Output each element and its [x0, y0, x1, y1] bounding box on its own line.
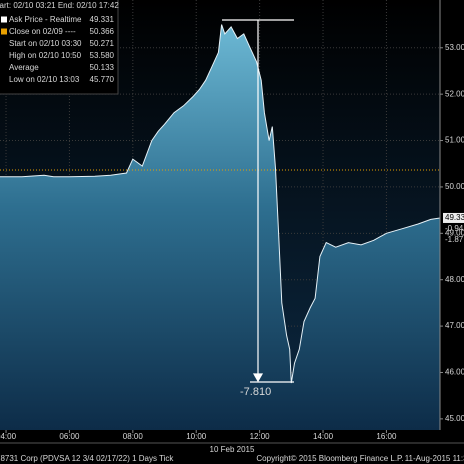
- x-tick-label: 04:00: [0, 432, 17, 441]
- change-annotation: -7.810: [240, 386, 271, 398]
- y-tick-label: 45.00: [445, 414, 464, 423]
- legend-header: Start: 02/10 03:21 End: 02/10 17:42: [0, 1, 119, 10]
- legend-label: Close on 02/09 ----: [9, 27, 76, 36]
- x-tick-label: 16:00: [376, 432, 397, 441]
- legend-value: 49.331: [90, 15, 115, 24]
- x-tick-label: 12:00: [250, 432, 271, 441]
- x-tick-label: 10:00: [186, 432, 207, 441]
- axis-panel: [440, 0, 464, 464]
- right-tag: -1.87: [445, 235, 464, 244]
- legend-label: Average: [9, 63, 39, 72]
- legend-box: [0, 0, 119, 95]
- x-axis-label: 10 Feb 2015: [210, 445, 255, 454]
- last-price-box: [443, 212, 464, 223]
- y-tick-label: 48.00: [445, 275, 464, 284]
- y-tick-label: 47.00: [445, 321, 464, 330]
- y-tick-label: 53.00: [445, 43, 464, 52]
- legend-swatch: [1, 16, 7, 23]
- legend-value: 53.580: [90, 51, 115, 60]
- legend-label: Ask Price - Realtime: [9, 15, 82, 24]
- legend-value: 50.366: [90, 27, 115, 36]
- y-tick-label: 46.00: [445, 368, 464, 377]
- x-tick-label: 14:00: [313, 432, 334, 441]
- legend-label: Low on 02/10 13:03: [9, 75, 80, 84]
- legend-label: Start on 02/10 03:30: [9, 39, 82, 48]
- y-tick-label: 52.00: [445, 89, 464, 98]
- legend-label: High on 02/10 10:50: [9, 51, 82, 60]
- y-tick-label: 51.00: [445, 136, 464, 145]
- y-tick-label: 49.00: [445, 228, 464, 237]
- legend-swatch: [1, 28, 7, 35]
- footer-copyright: Copyright© 2015 Bloomberg Finance L.P.: [256, 454, 403, 463]
- legend-value: 50.271: [90, 39, 115, 48]
- right-tag: 49.331: [445, 213, 464, 222]
- range-annotation: [222, 19, 294, 383]
- x-tick-label: 08:00: [123, 432, 144, 441]
- x-tick-label: 06:00: [59, 432, 80, 441]
- legend-value: 45.770: [90, 75, 115, 84]
- footer-security: 78731 Corp (PDVSA 12 3/4 02/17/22) 1 Day…: [0, 454, 174, 463]
- price-line: [0, 24, 441, 384]
- y-tick-label: 50.00: [445, 182, 464, 191]
- legend-value: 50.133: [90, 63, 115, 72]
- right-tag: -0.94: [445, 224, 464, 233]
- price-area: [0, 24, 440, 430]
- footer-date: 11-Aug-2015 11:33: [405, 454, 464, 463]
